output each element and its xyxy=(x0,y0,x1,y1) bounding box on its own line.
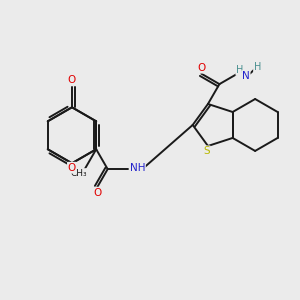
Text: O: O xyxy=(197,63,206,73)
Text: NH: NH xyxy=(130,163,145,173)
Text: N: N xyxy=(242,71,250,81)
Text: O: O xyxy=(68,163,76,173)
Text: H: H xyxy=(236,65,244,75)
Text: CH₃: CH₃ xyxy=(71,169,87,178)
Text: S: S xyxy=(203,146,210,156)
Text: O: O xyxy=(68,75,76,85)
Text: H: H xyxy=(254,62,261,72)
Text: O: O xyxy=(93,188,101,198)
